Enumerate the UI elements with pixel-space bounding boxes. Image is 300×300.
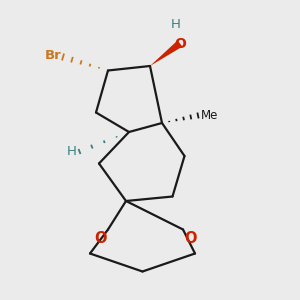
Text: H: H — [67, 145, 77, 158]
Text: Br: Br — [45, 49, 61, 62]
Text: O: O — [174, 37, 186, 50]
Text: O: O — [94, 231, 106, 246]
Text: Me: Me — [201, 109, 218, 122]
Text: H: H — [171, 17, 180, 31]
Polygon shape — [150, 40, 182, 66]
Text: O: O — [184, 231, 197, 246]
